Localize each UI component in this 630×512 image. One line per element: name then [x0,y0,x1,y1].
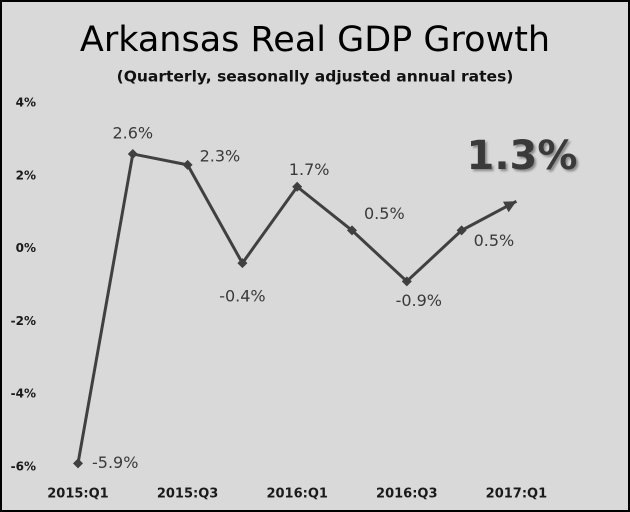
data-label: -0.4% [219,287,265,306]
point-marker [182,159,193,170]
data-label: 1.7% [289,160,330,179]
x-tick-label: 2015:Q3 [157,487,218,502]
y-tick-label: -6% [11,460,36,474]
data-label: -5.9% [92,453,138,472]
point-marker [237,258,248,269]
y-tick-label: 2% [16,168,36,182]
arrow-head [502,201,517,213]
x-tick-label: 2015:Q1 [47,487,108,502]
chart-title: Arkansas Real GDP Growth [80,20,550,60]
point-marker [456,225,467,236]
y-tick-label: -2% [11,314,36,328]
data-label: 2.6% [112,123,153,142]
x-tick-label: 2016:Q1 [266,487,327,502]
y-tick-label: 4% [16,96,36,110]
x-tick-label: 2017:Q1 [486,487,547,502]
point-marker [292,181,303,192]
data-label: 2.3% [200,146,241,165]
data-label: 0.5% [474,231,515,250]
y-tick-label: 0% [16,241,36,255]
point-marker [347,225,357,236]
data-label: 0.5% [364,204,405,223]
x-tick-label: 2016:Q3 [376,487,437,502]
point-marker [401,276,412,287]
data-label: -0.9% [396,291,442,310]
y-tick-label: -4% [11,387,36,401]
point-marker [127,148,138,159]
chart-subtitle: (Quarterly, seasonally adjusted annual r… [117,68,514,86]
point-marker [73,458,83,469]
highlight-label: 1.3% [467,133,578,179]
